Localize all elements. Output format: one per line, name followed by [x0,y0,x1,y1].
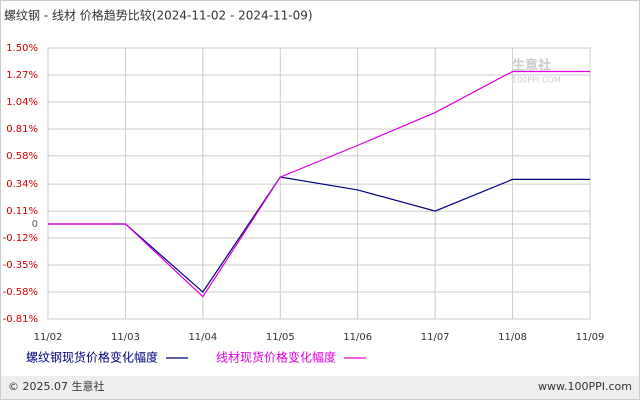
footer-left: © 2025.07 生意社 [8,379,104,393]
y-tick-label: 0.34% [6,179,38,190]
y-tick-label: -0.12% [3,233,38,244]
y-tick-label: 1.27% [6,70,38,81]
legend-label: 螺纹钢现货价格变化幅度 [26,350,158,365]
y-tick-label: 1.50% [6,43,38,54]
y-tick-label: -0.35% [3,260,38,271]
chart-title: 螺纹钢 - 线材 价格趋势比较(2024-11-02 - 2024-11-09) [4,8,313,23]
x-tick-label: 11/07 [421,332,450,343]
series-line [48,70,590,298]
footer-right: www.100PPI.com [538,380,632,393]
footer-band [1,376,639,399]
y-tick-label: 0.58% [6,151,38,162]
y-tick-label: 0.81% [6,124,38,135]
x-tick-label: 11/08 [498,332,527,343]
watermark: 生意社 [512,58,551,74]
x-tick-label: 11/05 [266,332,295,343]
y-tick-label: -0.58% [3,287,38,298]
x-tick-label: 11/03 [111,332,140,343]
watermark: 100PPI.COM [512,76,561,85]
legend-label: 线材现货价格变化幅度 [216,350,336,365]
x-tick-label: 11/09 [576,332,605,343]
x-tick-label: 11/04 [188,332,217,343]
y-tick-label: 0 [32,219,38,230]
x-tick-label: 11/02 [34,332,63,343]
y-tick-label: -0.81% [3,314,38,325]
x-tick-label: 11/06 [343,332,372,343]
y-tick-label: 0.11% [6,206,38,217]
y-tick-label: 1.04% [6,97,38,108]
